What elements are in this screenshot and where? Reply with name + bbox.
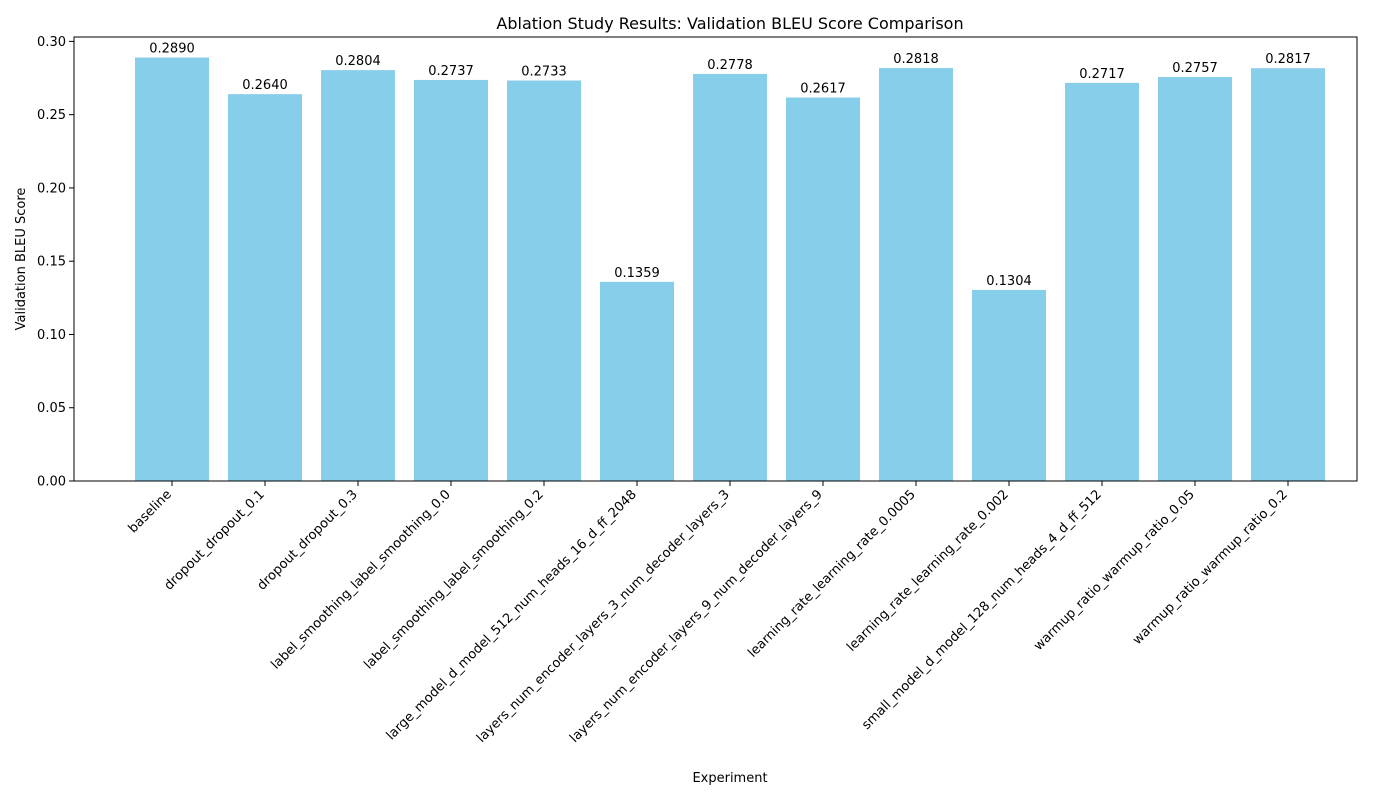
data-label-8: 0.2818 [893,52,939,67]
bar-1 [228,94,302,482]
x-tick-label-9: learning_rate_learning_rate_0.002 [844,487,1012,655]
y-tick-label-3: 0.15 [37,255,66,270]
data-label-7: 0.2617 [800,82,846,97]
bar-11 [1158,77,1232,481]
x-tick-label-1: dropout_dropout_0.1 [162,487,268,593]
data-label-12: 0.2817 [1265,52,1311,67]
x-tick-label-4: label_smoothing_label_smoothing_0.2 [361,487,546,672]
plot-frame [73,36,1358,482]
data-label-11: 0.2757 [1172,61,1218,76]
x-tick-label-12: warmup_ratio_warmup_ratio_0.2 [1130,487,1291,648]
chart-title: Ablation Study Results: Validation BLEU … [496,14,963,33]
y-axis: 0.00 0.05 0.10 0.15 0.20 0.25 0.30 [37,35,74,490]
bar-6 [693,73,767,482]
x-tick-label-3: label_smoothing_label_smoothing_0.0 [268,487,453,672]
data-label-9: 0.1304 [986,274,1032,289]
data-label-0: 0.2890 [149,42,195,57]
data-label-10: 0.2717 [1079,67,1125,82]
bar-5 [600,281,674,481]
bar-8 [879,68,953,482]
y-tick-label-5: 0.25 [37,108,66,123]
bar-0 [135,57,209,481]
x-tick-label-0: baseline [126,487,175,536]
y-tick-label-6: 0.30 [37,35,66,50]
data-label-5: 0.1359 [614,266,660,281]
y-tick-label-4: 0.20 [37,181,66,196]
x-tick-label-11: warmup_ratio_warmup_ratio_0.05 [1031,487,1198,654]
bar-7 [786,97,860,482]
bar-12 [1251,68,1325,481]
x-axis: baselinedropout_dropout_0.1dropout_dropo… [126,481,1291,746]
x-tick-label-2: dropout_dropout_0.3 [255,487,361,593]
x-tick-label-8: learning_rate_learning_rate_0.0005 [745,487,919,661]
y-tick-label-1: 0.05 [37,401,66,416]
bar-2 [321,70,395,482]
bars-layer [135,57,1325,482]
y-tick-label-2: 0.10 [37,328,66,343]
x-axis-title: Experiment [692,771,767,786]
bar-4 [507,80,581,482]
data-label-6: 0.2778 [707,58,753,73]
bar-3 [414,79,488,481]
bar-10 [1065,82,1139,481]
y-tick-label-0: 0.00 [37,475,66,490]
data-label-2: 0.2804 [335,54,381,69]
data-label-1: 0.2640 [242,78,288,93]
data-label-3: 0.2737 [428,64,474,79]
data-labels-layer: 0.2890 0.2640 0.2804 0.2737 0.2733 0.1359 0.27… [149,42,1311,289]
data-label-4: 0.2733 [521,65,567,80]
y-axis-title: Validation BLEU Score [14,188,29,331]
bar-9 [972,289,1046,481]
